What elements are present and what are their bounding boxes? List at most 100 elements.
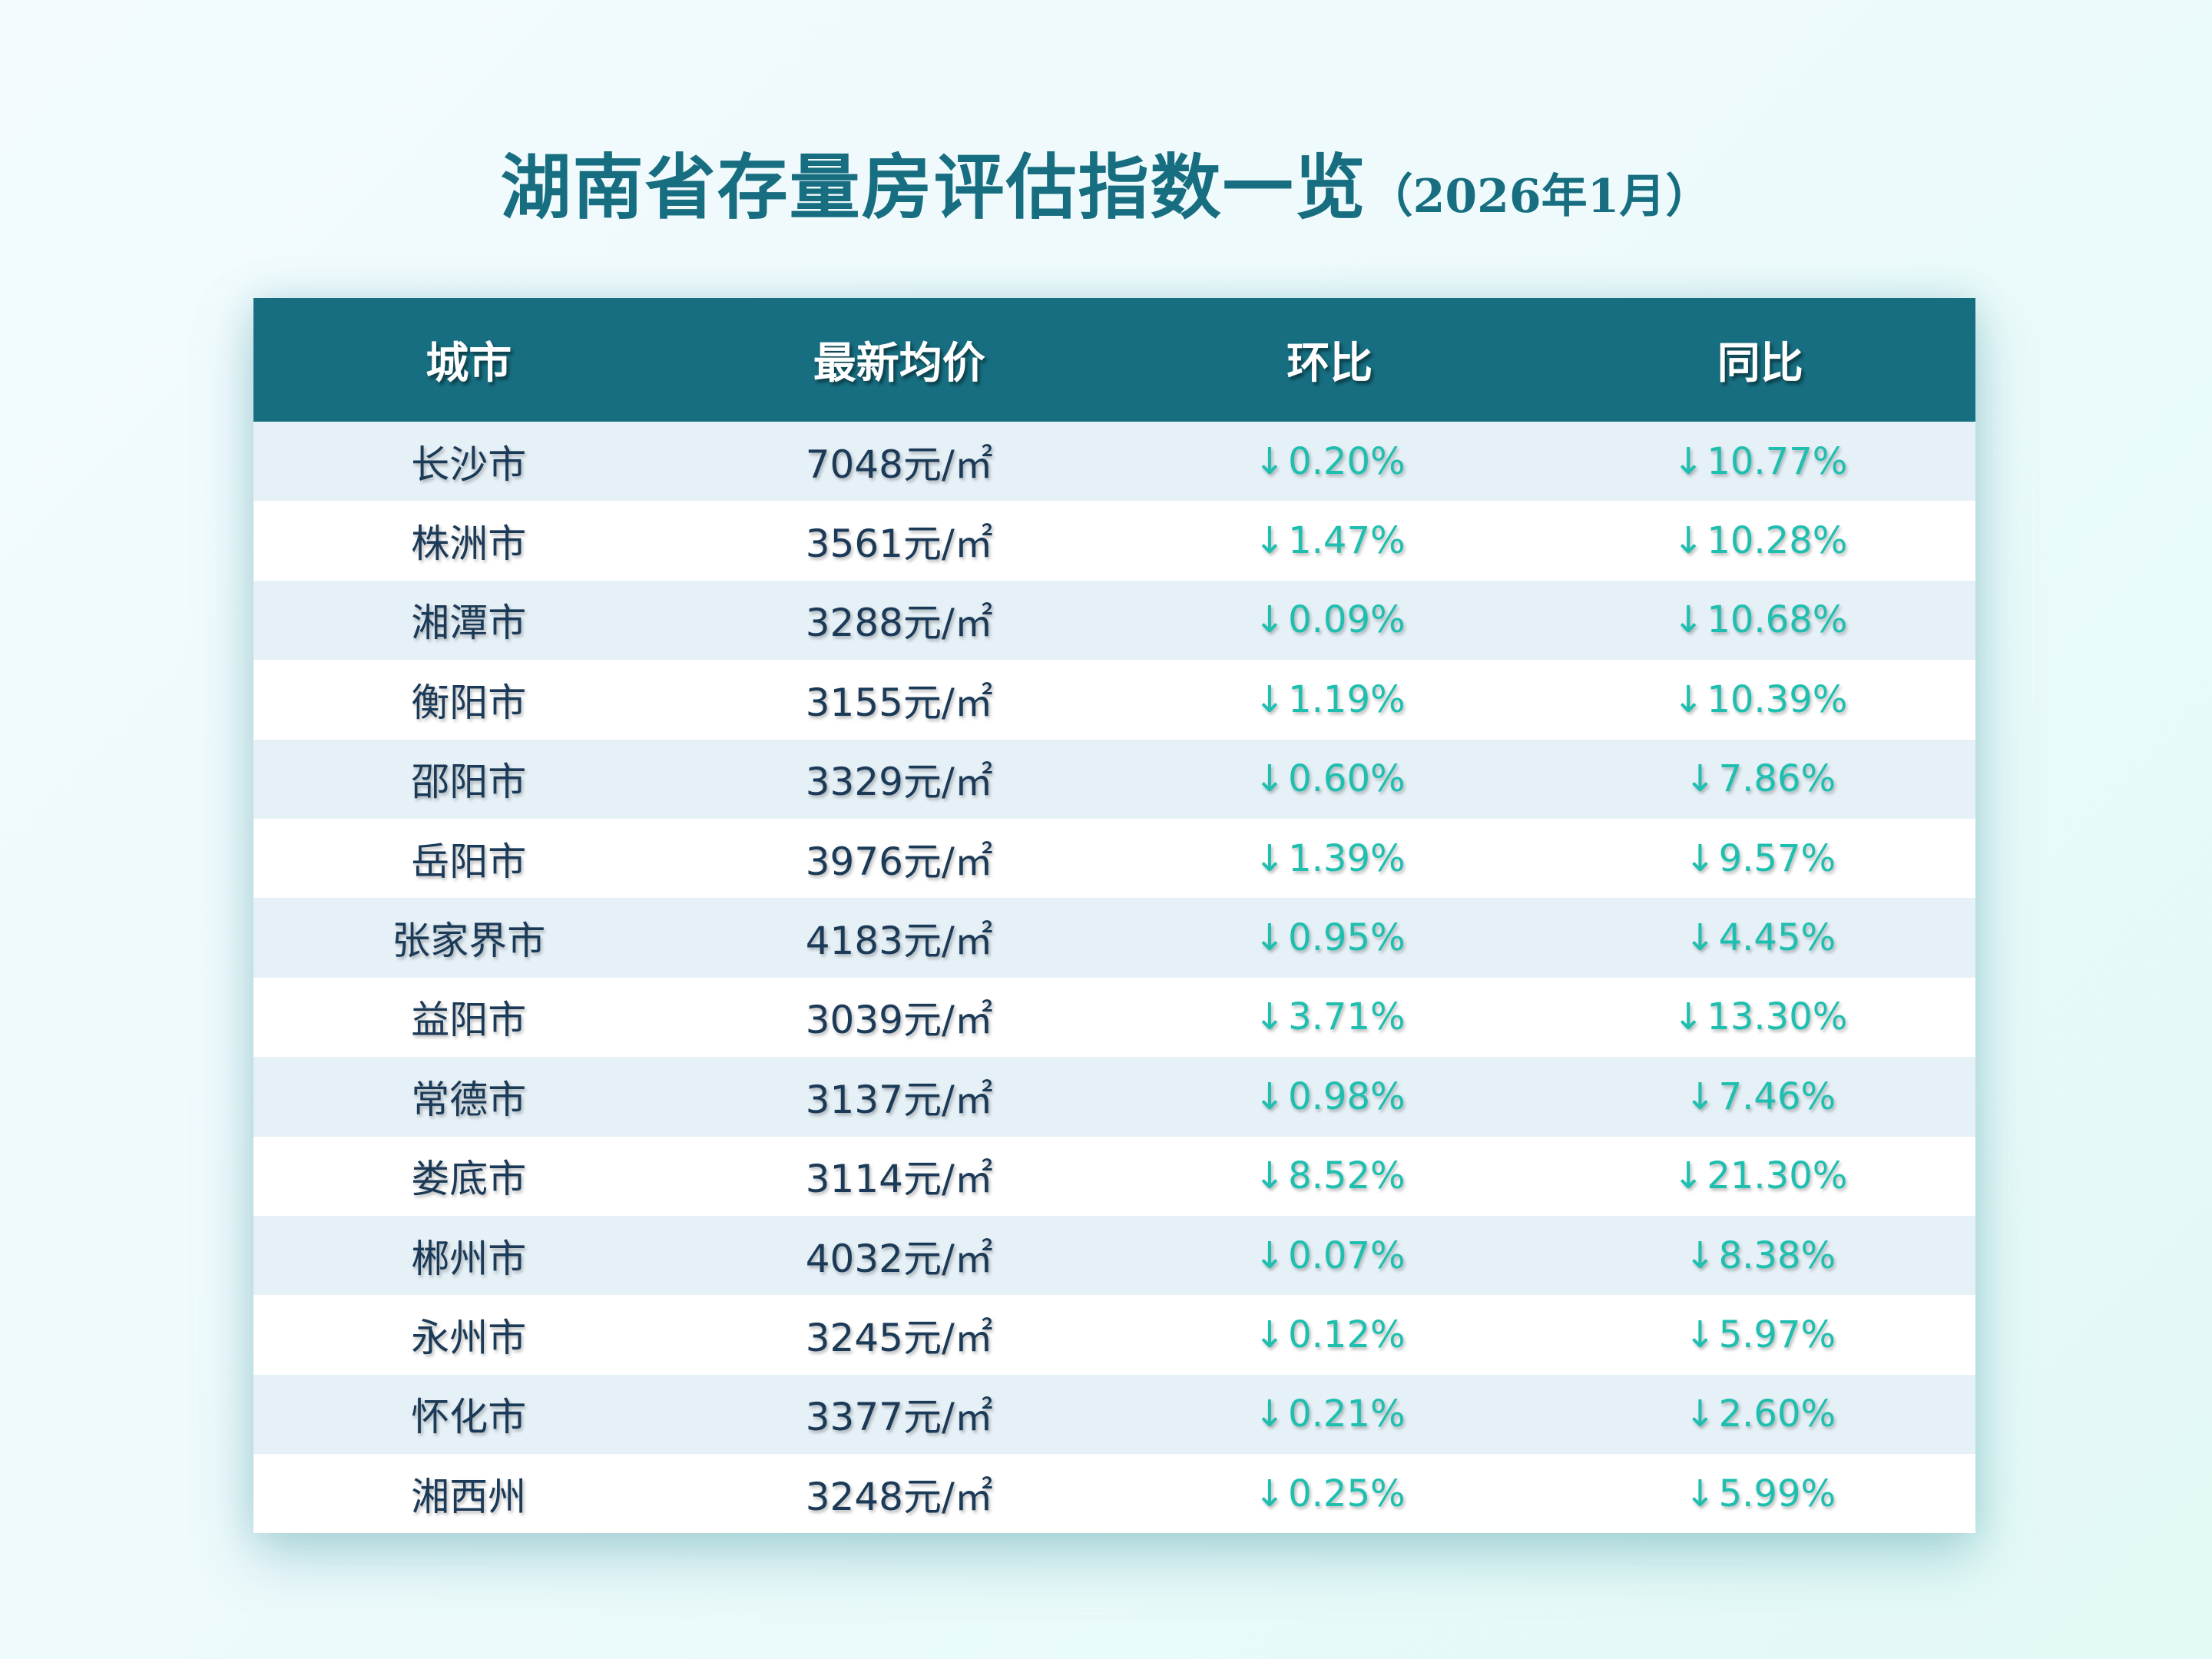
city-name: 娄底市 [411,1157,527,1202]
yoy-cell: ↓10.28% [1545,501,1976,580]
down-arrow-icon: ↓ [1253,995,1286,1039]
city-cell: 长沙市 [253,422,684,501]
city-cell: 娄底市 [253,1137,684,1216]
mom-value: 1.39% [1288,836,1406,880]
table-row: 湘西州 3248元/㎡ ↓0.25% ↓5.99% [253,1454,1976,1534]
city-name: 郴州市 [411,1236,527,1281]
city-name: 岳阳市 [411,839,527,884]
mom-value: 3.71% [1288,995,1406,1039]
yoy-value: 8.38% [1718,1233,1836,1277]
yoy-cell: ↓9.57% [1545,819,1976,898]
yoy-value: 7.46% [1718,1075,1836,1118]
price-cell: 3137元/㎡ [684,1057,1115,1136]
mom-cell: ↓0.95% [1114,898,1545,977]
price-value: 3329元/㎡ [805,760,993,805]
price-cell: 3329元/㎡ [684,740,1115,819]
down-arrow-icon: ↓ [1253,1392,1286,1436]
price-cell: 7048元/㎡ [684,422,1115,501]
table-row: 衡阳市 3155元/㎡ ↓1.19% ↓10.39% [253,660,1975,740]
mom-value: 1.19% [1288,677,1406,721]
city-cell: 株洲市 [253,501,684,580]
mom-cell: ↓8.52% [1114,1137,1545,1216]
price-value: 3039元/㎡ [805,998,993,1043]
down-arrow-icon: ↓ [1684,1075,1716,1118]
down-arrow-icon: ↓ [1253,1313,1286,1356]
yoy-cell: ↓10.77% [1545,422,1976,501]
price-value: 3114元/㎡ [805,1157,993,1202]
down-arrow-icon: ↓ [1673,598,1704,642]
mom-value: 0.20% [1288,439,1406,483]
price-cell: 3155元/㎡ [684,660,1115,739]
header-row: 城市 最新均价 环比 同比 [253,298,1975,422]
down-arrow-icon: ↓ [1684,836,1716,880]
mom-value: 0.07% [1288,1233,1406,1277]
mom-value: 0.98% [1288,1075,1406,1118]
down-arrow-icon: ↓ [1673,995,1704,1039]
down-arrow-icon: ↓ [1253,439,1286,483]
mom-cell: ↓0.09% [1114,581,1545,660]
city-name: 衡阳市 [411,680,527,725]
down-arrow-icon: ↓ [1253,519,1286,563]
yoy-value: 7.86% [1718,757,1836,801]
yoy-cell: ↓5.99% [1545,1454,1976,1533]
city-name: 张家界市 [392,919,546,964]
table-row: 永州市 3245元/㎡ ↓0.12% ↓5.97% [253,1295,1976,1375]
down-arrow-icon: ↓ [1684,757,1716,801]
price-value: 4032元/㎡ [805,1236,993,1281]
price-index-table: 城市 最新均价 环比 同比 长沙市 7048元/㎡ ↓0.20% ↓10.77%… [253,298,1976,1534]
down-arrow-icon: ↓ [1253,916,1286,960]
table-row: 娄底市 3114元/㎡ ↓8.52% ↓21.30% [253,1136,1976,1216]
down-arrow-icon: ↓ [1673,677,1704,721]
down-arrow-icon: ↓ [1684,1313,1716,1356]
price-cell: 3114元/㎡ [684,1137,1115,1216]
yoy-cell: ↓8.38% [1545,1216,1976,1295]
down-arrow-icon: ↓ [1684,1233,1716,1277]
price-cell: 3377元/㎡ [684,1375,1115,1454]
yoy-cell: ↓21.30% [1545,1137,1976,1216]
city-cell: 邵阳市 [253,740,684,819]
yoy-value: 5.97% [1718,1313,1836,1356]
price-value: 7048元/㎡ [805,442,993,487]
down-arrow-icon: ↓ [1253,677,1286,721]
yoy-value: 13.30% [1707,995,1848,1039]
price-cell: 3248元/㎡ [684,1454,1115,1533]
city-cell: 益阳市 [253,978,684,1057]
down-arrow-icon: ↓ [1673,439,1704,483]
price-value: 3155元/㎡ [805,680,993,725]
price-value: 4183元/㎡ [805,919,993,964]
down-arrow-icon: ↓ [1253,757,1286,801]
price-cell: 3039元/㎡ [684,978,1115,1057]
city-name: 邵阳市 [411,760,527,805]
price-value: 3245元/㎡ [805,1315,993,1360]
down-arrow-icon: ↓ [1673,1154,1704,1198]
header-yoy: 同比 [1717,339,1803,389]
mom-value: 0.25% [1288,1472,1406,1515]
mom-cell: ↓0.60% [1114,740,1545,819]
page-title: 湖南省存量房评估指数一览（2026年1月） [0,131,2212,233]
price-value: 3288元/㎡ [805,601,993,646]
yoy-cell: ↓7.86% [1545,740,1976,819]
table-row: 郴州市 4032元/㎡ ↓ 0.07% ↓8.38% [253,1215,1976,1296]
yoy-cell: ↓13.30% [1545,978,1976,1057]
price-cell: 3976元/㎡ [684,819,1115,898]
city-cell: 郴州市 [253,1216,684,1295]
mom-cell: ↓0.25% [1114,1454,1545,1533]
down-arrow-icon: ↓ [1684,1472,1716,1515]
down-arrow-icon: ↓ [1684,916,1716,960]
table-row: 株洲市 3561元/㎡ ↓1.47% ↓10.28% [253,501,1976,581]
yoy-value: 10.77% [1707,439,1848,483]
title-date: （2026年1月） [1366,170,1712,224]
city-name: 株洲市 [411,522,527,567]
yoy-value: 9.57% [1718,836,1836,880]
yoy-cell: ↓5.97% [1545,1295,1976,1374]
yoy-cell: ↓7.46% [1545,1057,1976,1136]
mom-cell: ↓0.12% [1114,1295,1545,1374]
city-name: 益阳市 [411,998,527,1043]
down-arrow-icon: ↓ [1673,519,1704,563]
table-body: 长沙市 7048元/㎡ ↓0.20% ↓10.77% 株洲市 3561元/㎡ ↓… [253,422,1976,1534]
city-name: 永州市 [411,1315,527,1360]
mom-value: 0.95% [1288,916,1406,960]
city-name: 常德市 [411,1077,527,1122]
yoy-value: 2.60% [1718,1392,1836,1436]
mom-cell: ↓1.39% [1114,819,1545,898]
